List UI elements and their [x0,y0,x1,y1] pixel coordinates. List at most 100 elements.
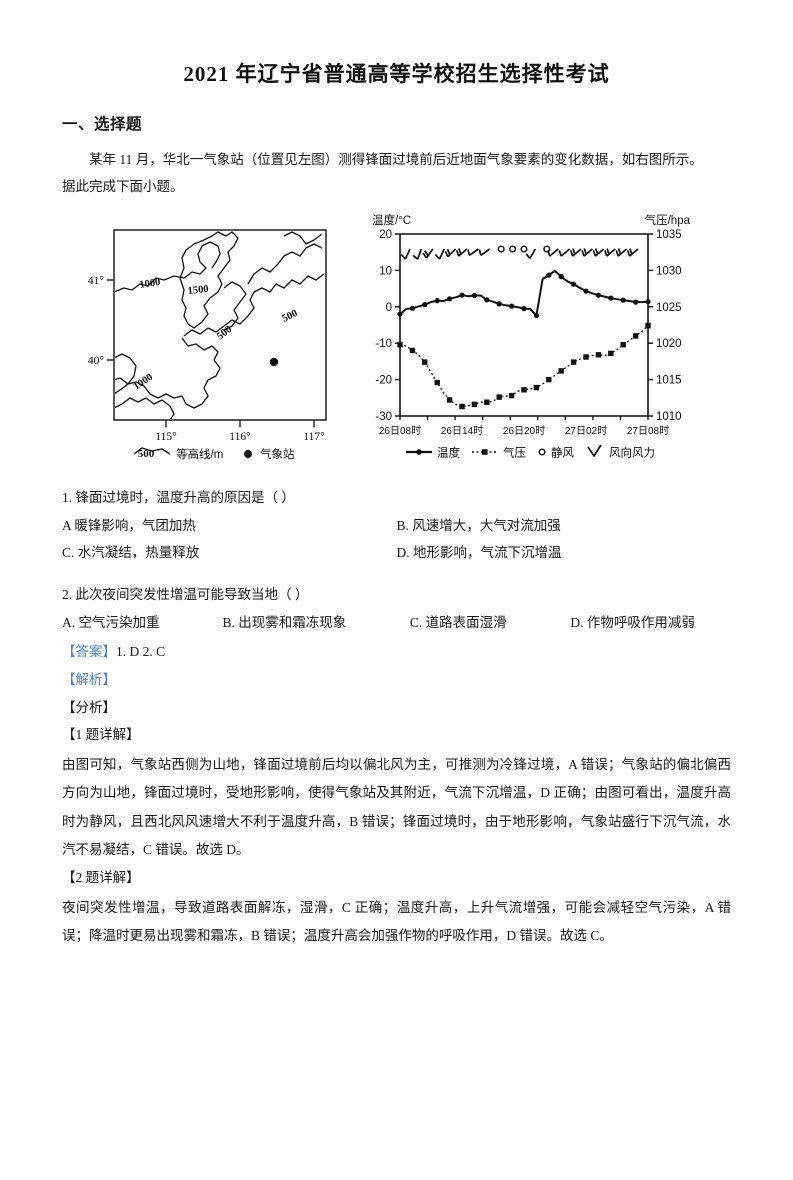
question-2-options-row: A. 空气污染加重 B. 出现雾和霜冻现象 C. 道路表面湿滑 D. 作物呼吸作… [62,609,731,637]
chart-series-temperature-point-34 [608,295,614,301]
contour-path-8 [283,231,323,245]
legend-wind-marker [587,444,602,458]
chart-xlabel-3: 27日02时 [565,425,607,437]
contour-path-4 [115,337,221,409]
contour-path-9 [223,281,247,331]
legend-temperature-label: 温度 [437,446,460,460]
wind-barb-flag-14-0 [558,250,563,257]
wind-barb-shaft-0 [404,248,411,260]
wind-barb-shaft-18 [606,248,616,257]
wind-barb-shaft-6 [468,248,479,256]
wind-barb-shaft-5 [458,248,468,257]
chart-series-pressure-point-6 [434,379,440,386]
chart-series-temperature-point-30 [583,288,589,294]
answers-tag: 【答案】 [62,644,116,660]
chart-ylabel-left-0: 20 [379,229,392,241]
chart-xlabel-4: 27日08时 [627,425,669,437]
question-stem-line2: 据此完成下面小题。 [62,179,184,194]
chart-series-pressure-point-20 [521,387,527,393]
contour-path-7 [247,243,323,285]
chart-ylabel-left-5: -30 [375,411,392,423]
wind-barb-shaft-3 [438,248,445,260]
detail-1-tag: 【1 题详解】 [62,727,140,743]
lon-label-116: 116° [229,431,251,443]
question-2-text: 2. 此次夜间突发性增温可能导致当地（ ） [62,587,309,603]
wind-barb-shaft-11 [529,248,537,259]
wind-barb-flag-5-1 [458,248,462,255]
legend-calm-marker [538,448,546,456]
chart-series-temperature-point-40 [645,299,651,305]
chart-series-temperature-point-22 [533,312,539,319]
chart-series-temperature-point-20 [521,306,527,312]
chart-series-temperature-point-24 [546,272,552,278]
question-2-option-a[interactable]: A. 空气污染加重 [62,614,160,630]
lat-label-40: 40° [88,355,104,367]
legend-calm-label: 静风 [551,446,574,460]
wind-barb-flag-15-1 [572,248,576,255]
wind-barb-flag-20-1 [629,248,633,255]
chart-ylabel-left-2: 0 [386,302,392,314]
wind-barb-flag-2-0 [422,252,428,259]
legend-station-dot [244,450,252,458]
wind-barb-flag-6-0 [467,249,471,256]
chart-series-pressure-point-40 [645,323,651,329]
contour-label-1500: 1500 [187,284,209,297]
wind-barb-shaft-2 [425,248,434,259]
chart-ylabel-right-5: 1010 [656,411,682,423]
question-1-options-row-2: C. 水汽凝结，热量释放 D. 地形影响，气流下沉增温 [62,539,731,567]
chart-series-pressure-point-34 [608,350,614,357]
question-2-option-c[interactable]: C. 道路表面湿滑 [409,614,507,630]
chart-ylabel-right-4: 1015 [656,375,682,387]
map-frame [113,229,327,421]
contour-path-5 [115,353,137,395]
chart-series-temperature-point-4 [422,302,428,308]
wind-barb-shaft-7 [480,248,491,256]
chart-series-temperature-point-18 [509,303,515,309]
question-1-option-b[interactable]: B. 风速增大，大气对流加强 [396,517,561,533]
chart-series-temperature-point-10 [459,292,465,298]
chart-series-pressure-point-24 [546,376,552,383]
contour-path-6 [115,397,175,419]
question-1-option-d[interactable]: D. 地形影响，气流下沉增温 [396,545,562,561]
chart-series-pressure-point-8 [446,397,453,403]
chart-series-temperature-point-32 [595,292,601,298]
question-1-text: 1. 锋面过境时，温度升高的原因是（ ） [62,490,295,505]
wind-barb-flag-2-1 [424,250,429,257]
wind-barb-shaft-15 [572,248,582,257]
wind-barb-shaft-20 [629,248,639,257]
wind-barb-shaft-13 [549,248,559,257]
chart-series-pressure-point-28 [570,359,577,365]
question-2-option-d[interactable]: D. 作物呼吸作用减弱 [570,614,695,630]
weather-chart-figure: 温度/°C 气压/hpa 20 10 0 -10 -20 -30 1035 1030 1025 1… [366,208,696,470]
wind-barb-flag-20-0 [626,250,631,257]
chart-ylabel-left-3: -10 [375,338,392,350]
contour-path-3 [183,273,325,337]
legend-contour-label: 等高线/m [176,447,223,461]
wind-barb-flag-0-0 [400,254,407,260]
chart-ylabel-left: 温度/°C [372,213,411,227]
detail-2-tag: 【2 题详解】 [62,870,140,886]
wind-barb-flag-17-1 [594,248,599,255]
wind-calm-symbol-9 [509,245,517,253]
wind-barb-shaft-4 [447,248,457,258]
chart-series-temperature-point-28 [571,281,577,287]
chart-series-pressure-point-32 [595,352,602,358]
wind-barb-flag-18-1 [606,248,610,255]
chart-series-temperature-point-16 [496,301,502,307]
chart-xlabel-1: 26日14时 [441,425,483,437]
chart-series-temperature-point-14 [484,297,490,303]
wind-barb-flag-19-0 [615,250,620,257]
question-1-options-row-1: A 暖锋影响，气团加热 B. 风速增大，大气对流加强 [62,512,731,540]
weather-chart-svg: 温度/°C 气压/hpa 20 10 0 -10 -20 -30 1035 1030 1025 1… [372,213,691,460]
wind-barb-flag-3-0 [434,254,441,260]
wind-barb-shaft-1 [416,248,423,260]
wind-barb-flag-18-0 [604,250,608,257]
question-2-option-b[interactable]: B. 出现雾和霜冻现象 [222,614,347,630]
chart-series-temperature-point-12 [471,292,477,299]
chart-series-pressure-point-22 [533,384,540,391]
question-1-option-c[interactable]: C. 水汽凝结，热量释放 [62,545,200,561]
legend-pressure-label: 气压 [503,446,526,460]
chart-series-pressure-point-18 [508,392,515,399]
wind-barb-flag-11-0 [525,253,531,260]
question-1-option-a[interactable]: A 暖锋影响，气团加热 [62,517,196,533]
